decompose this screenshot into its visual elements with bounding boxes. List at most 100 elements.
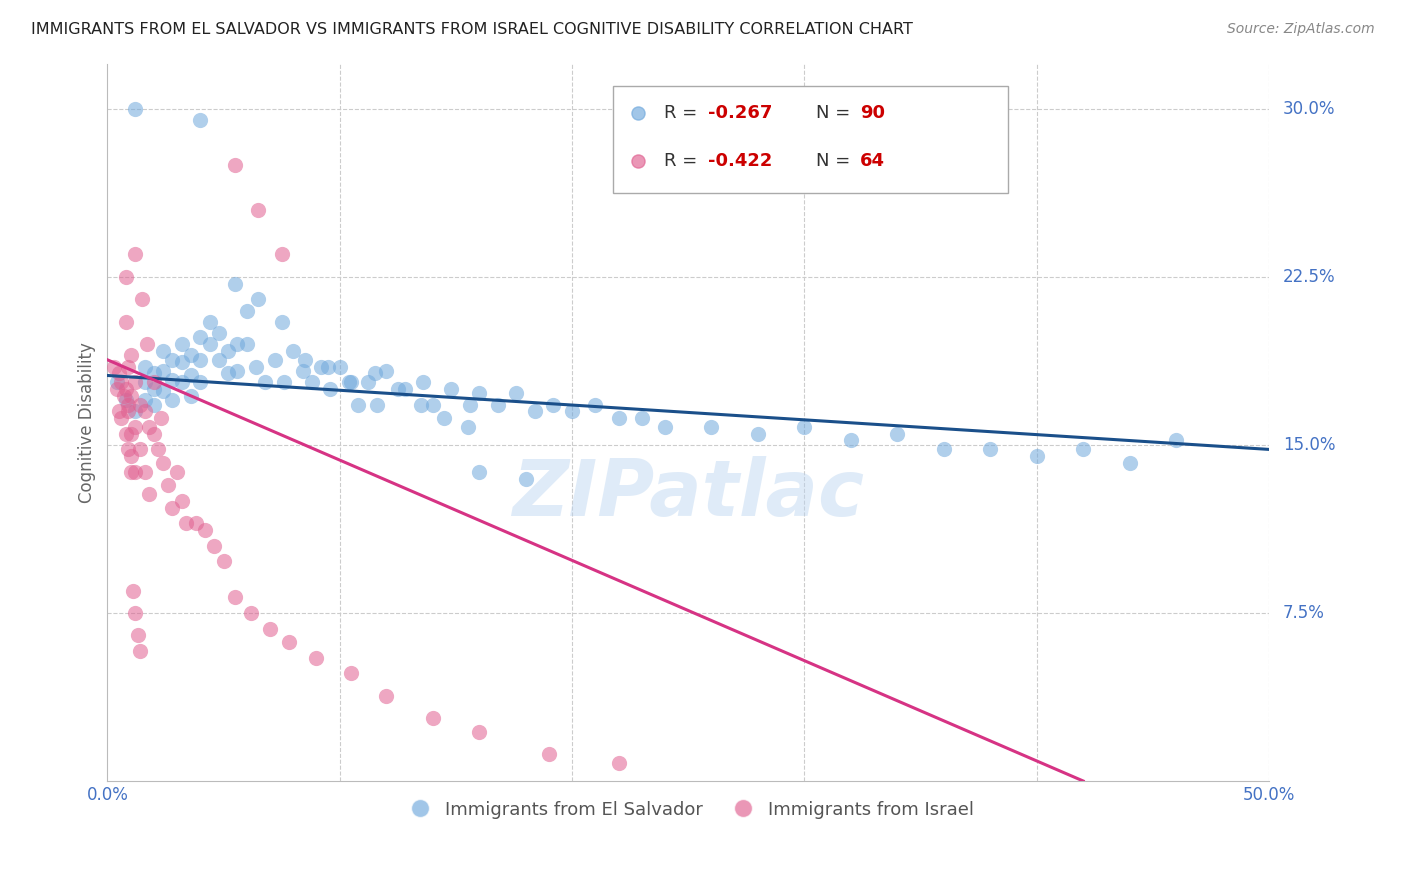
Point xyxy=(152,343,174,358)
Point xyxy=(543,398,565,412)
Point xyxy=(117,442,139,457)
Point xyxy=(793,420,815,434)
Point xyxy=(291,364,314,378)
Point xyxy=(468,465,491,479)
Point xyxy=(120,426,142,441)
Point xyxy=(1025,449,1047,463)
Point xyxy=(188,113,211,128)
Point xyxy=(375,689,398,703)
Point xyxy=(979,442,1001,457)
Point xyxy=(194,523,217,537)
Point xyxy=(212,554,235,568)
Point xyxy=(148,442,170,457)
Point xyxy=(202,539,225,553)
Point xyxy=(263,352,285,367)
Point xyxy=(347,398,370,412)
Point xyxy=(458,398,481,412)
Point xyxy=(457,420,479,434)
Point xyxy=(188,330,211,344)
Point xyxy=(1166,434,1188,448)
Point xyxy=(305,650,328,665)
Text: ZIPatlас: ZIPatlас xyxy=(512,456,865,533)
Point xyxy=(117,398,139,412)
Point xyxy=(561,404,583,418)
Point xyxy=(337,375,360,389)
Point xyxy=(217,366,239,380)
Point xyxy=(515,471,537,485)
Point xyxy=(170,494,193,508)
Text: 64: 64 xyxy=(860,152,886,169)
Point xyxy=(236,337,259,351)
Point xyxy=(1118,456,1140,470)
Point xyxy=(105,375,128,389)
Point xyxy=(440,382,463,396)
Point xyxy=(329,359,352,374)
Point xyxy=(433,411,456,425)
Point xyxy=(283,343,305,358)
Point xyxy=(839,434,862,448)
Point xyxy=(309,359,332,374)
Point xyxy=(273,375,295,389)
Point xyxy=(138,420,160,434)
Text: -0.422: -0.422 xyxy=(709,152,772,169)
Point xyxy=(240,606,263,620)
Text: Source: ZipAtlas.com: Source: ZipAtlas.com xyxy=(1227,22,1375,37)
Point xyxy=(124,606,146,620)
Point xyxy=(117,404,139,418)
Point xyxy=(340,375,363,389)
Point xyxy=(124,404,146,418)
Point xyxy=(134,375,156,389)
Y-axis label: Cognitive Disability: Cognitive Disability xyxy=(79,343,96,503)
Point xyxy=(700,420,723,434)
Point xyxy=(122,583,145,598)
Point xyxy=(142,426,165,441)
Point xyxy=(142,366,165,380)
Point xyxy=(188,352,211,367)
FancyBboxPatch shape xyxy=(613,86,1008,193)
Point xyxy=(142,375,165,389)
Point xyxy=(135,337,157,351)
Point xyxy=(422,398,444,412)
Point xyxy=(115,269,138,284)
Point xyxy=(124,247,146,261)
Point xyxy=(105,382,128,396)
Point xyxy=(138,487,160,501)
Text: 15.0%: 15.0% xyxy=(1284,436,1336,454)
Point xyxy=(247,202,270,217)
Point xyxy=(134,404,156,418)
Point xyxy=(166,465,188,479)
Point xyxy=(112,389,135,403)
Point xyxy=(486,398,509,412)
Point xyxy=(124,420,146,434)
Point xyxy=(409,398,432,412)
Point xyxy=(134,359,156,374)
Text: 7.5%: 7.5% xyxy=(1284,604,1324,622)
Legend: Immigrants from El Salvador, Immigrants from Israel: Immigrants from El Salvador, Immigrants … xyxy=(395,793,981,826)
Point xyxy=(124,375,146,389)
Point xyxy=(162,352,184,367)
Point xyxy=(129,398,152,412)
Text: IMMIGRANTS FROM EL SALVADOR VS IMMIGRANTS FROM ISRAEL COGNITIVE DISABILITY CORRE: IMMIGRANTS FROM EL SALVADOR VS IMMIGRANT… xyxy=(31,22,912,37)
Point xyxy=(180,389,202,403)
Point xyxy=(117,359,139,374)
Point xyxy=(129,644,152,658)
Point xyxy=(115,426,138,441)
Point xyxy=(120,389,142,403)
Point xyxy=(188,375,211,389)
Point xyxy=(162,373,184,387)
Point xyxy=(224,277,246,291)
Point xyxy=(103,359,125,374)
Point xyxy=(180,368,202,383)
Text: R =: R = xyxy=(664,152,703,169)
Point xyxy=(180,348,202,362)
Point xyxy=(468,724,491,739)
Text: R =: R = xyxy=(664,103,703,122)
Point xyxy=(412,375,434,389)
Point xyxy=(134,393,156,408)
Point xyxy=(152,364,174,378)
Point xyxy=(115,315,138,329)
Point xyxy=(108,404,131,418)
Point xyxy=(124,102,146,116)
Point xyxy=(394,382,416,396)
Text: N =: N = xyxy=(815,152,856,169)
